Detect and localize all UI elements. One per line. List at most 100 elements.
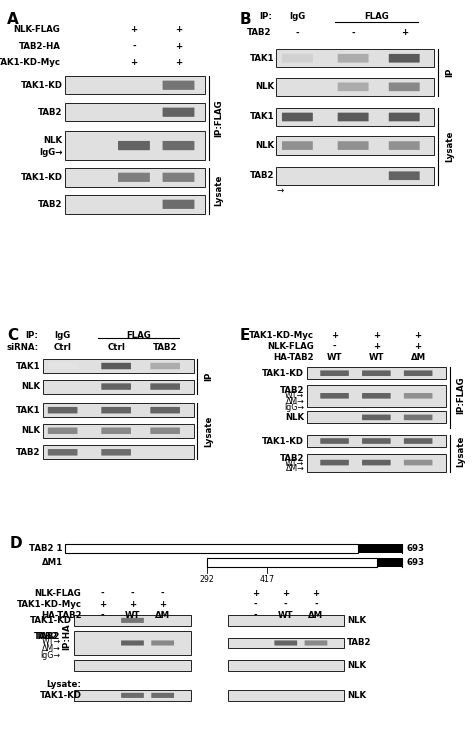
FancyBboxPatch shape	[150, 407, 180, 413]
Text: D: D	[9, 536, 22, 551]
Text: TAB2: TAB2	[280, 385, 304, 394]
FancyBboxPatch shape	[389, 82, 419, 91]
Text: TAB2: TAB2	[247, 28, 272, 37]
Bar	[228, 615, 344, 626]
Bar	[307, 435, 446, 447]
Text: B: B	[239, 12, 251, 27]
Text: Lysate: Lysate	[445, 131, 454, 162]
FancyBboxPatch shape	[163, 199, 194, 209]
Text: WT: WT	[369, 353, 384, 362]
Text: WT→: WT→	[41, 637, 61, 646]
Text: TAK1-KD: TAK1-KD	[21, 173, 63, 182]
Text: +: +	[373, 342, 380, 351]
FancyBboxPatch shape	[389, 113, 419, 121]
Text: +: +	[175, 42, 182, 51]
FancyBboxPatch shape	[320, 393, 349, 399]
Bar	[65, 76, 205, 94]
Text: C: C	[7, 328, 18, 343]
FancyBboxPatch shape	[48, 449, 77, 456]
Text: TAK1-KD: TAK1-KD	[262, 436, 304, 445]
Text: -: -	[100, 610, 104, 619]
FancyBboxPatch shape	[389, 141, 419, 150]
Text: WT: WT	[278, 610, 293, 619]
Text: ΔM→: ΔM→	[286, 464, 304, 474]
Text: →: →	[276, 185, 284, 194]
Text: ΔM: ΔM	[410, 353, 426, 362]
Text: TAK1: TAK1	[249, 54, 274, 63]
Text: +: +	[415, 331, 422, 340]
Text: TAK1-KD: TAK1-KD	[30, 616, 72, 625]
FancyBboxPatch shape	[337, 82, 369, 91]
Bar	[43, 445, 194, 459]
FancyBboxPatch shape	[150, 383, 180, 390]
FancyBboxPatch shape	[320, 438, 349, 444]
Text: NLK: NLK	[347, 691, 366, 700]
FancyBboxPatch shape	[118, 173, 150, 182]
Bar	[358, 544, 402, 553]
Bar	[276, 167, 434, 185]
Text: TAB2: TAB2	[38, 199, 63, 209]
Text: IP:FLAG: IP:FLAG	[214, 99, 223, 137]
Text: IP:FLAG: IP:FLAG	[456, 376, 465, 414]
Text: +: +	[130, 25, 137, 34]
Text: WT→: WT→	[285, 459, 304, 468]
Bar	[307, 368, 446, 379]
Bar	[74, 660, 191, 671]
Text: IP:: IP:	[259, 13, 272, 22]
FancyBboxPatch shape	[101, 363, 131, 369]
Bar	[228, 660, 344, 671]
Bar	[228, 690, 344, 701]
Text: siRNA:: siRNA:	[6, 343, 38, 352]
Text: +: +	[415, 342, 422, 351]
Text: TAB2-HA: TAB2-HA	[18, 42, 60, 51]
Text: 292: 292	[199, 574, 214, 583]
Text: ΔM: ΔM	[309, 610, 324, 619]
Text: E: E	[239, 328, 250, 343]
Text: NLK: NLK	[255, 82, 274, 91]
Text: IgG: IgG	[289, 13, 306, 22]
FancyBboxPatch shape	[48, 407, 77, 413]
FancyBboxPatch shape	[121, 692, 144, 698]
Text: +: +	[175, 25, 182, 34]
FancyBboxPatch shape	[101, 407, 131, 413]
FancyBboxPatch shape	[151, 692, 174, 698]
Text: TAB2: TAB2	[250, 171, 274, 180]
Text: IP:HA: IP:HA	[62, 624, 71, 650]
Text: -: -	[284, 600, 288, 609]
FancyBboxPatch shape	[305, 640, 328, 645]
Text: +: +	[99, 600, 106, 609]
Text: NLK: NLK	[285, 413, 304, 422]
Text: IgG→: IgG→	[284, 403, 304, 412]
Text: HA-TAB2: HA-TAB2	[41, 610, 82, 619]
Text: HA-TAB2: HA-TAB2	[273, 353, 314, 362]
FancyBboxPatch shape	[150, 427, 180, 434]
Text: +: +	[175, 58, 182, 67]
FancyBboxPatch shape	[150, 363, 180, 369]
Bar	[74, 690, 191, 701]
Text: NLK: NLK	[21, 427, 40, 436]
Text: WT→: WT→	[285, 391, 304, 400]
Text: +: +	[129, 600, 136, 609]
Text: TAB2: TAB2	[280, 454, 304, 463]
Text: NLK: NLK	[255, 141, 274, 150]
Text: Lysate: Lysate	[456, 436, 465, 468]
Text: IgG→: IgG→	[39, 148, 63, 157]
Bar	[43, 379, 194, 394]
FancyBboxPatch shape	[101, 449, 131, 456]
Bar	[43, 359, 194, 373]
FancyBboxPatch shape	[163, 141, 194, 150]
Text: WT: WT	[125, 610, 140, 619]
FancyBboxPatch shape	[404, 371, 432, 376]
Text: TAK1-KD: TAK1-KD	[262, 369, 304, 378]
Bar	[207, 558, 376, 568]
Text: TAK1-KD-Myc: TAK1-KD-Myc	[249, 331, 314, 340]
FancyBboxPatch shape	[282, 141, 313, 150]
Text: -: -	[314, 600, 318, 609]
FancyBboxPatch shape	[389, 54, 419, 63]
Text: +: +	[282, 589, 289, 598]
Bar	[307, 412, 446, 424]
Text: ΔM→: ΔM→	[42, 644, 61, 653]
Text: IgG: IgG	[55, 331, 71, 340]
Text: +: +	[401, 28, 408, 37]
Text: -: -	[254, 610, 257, 619]
